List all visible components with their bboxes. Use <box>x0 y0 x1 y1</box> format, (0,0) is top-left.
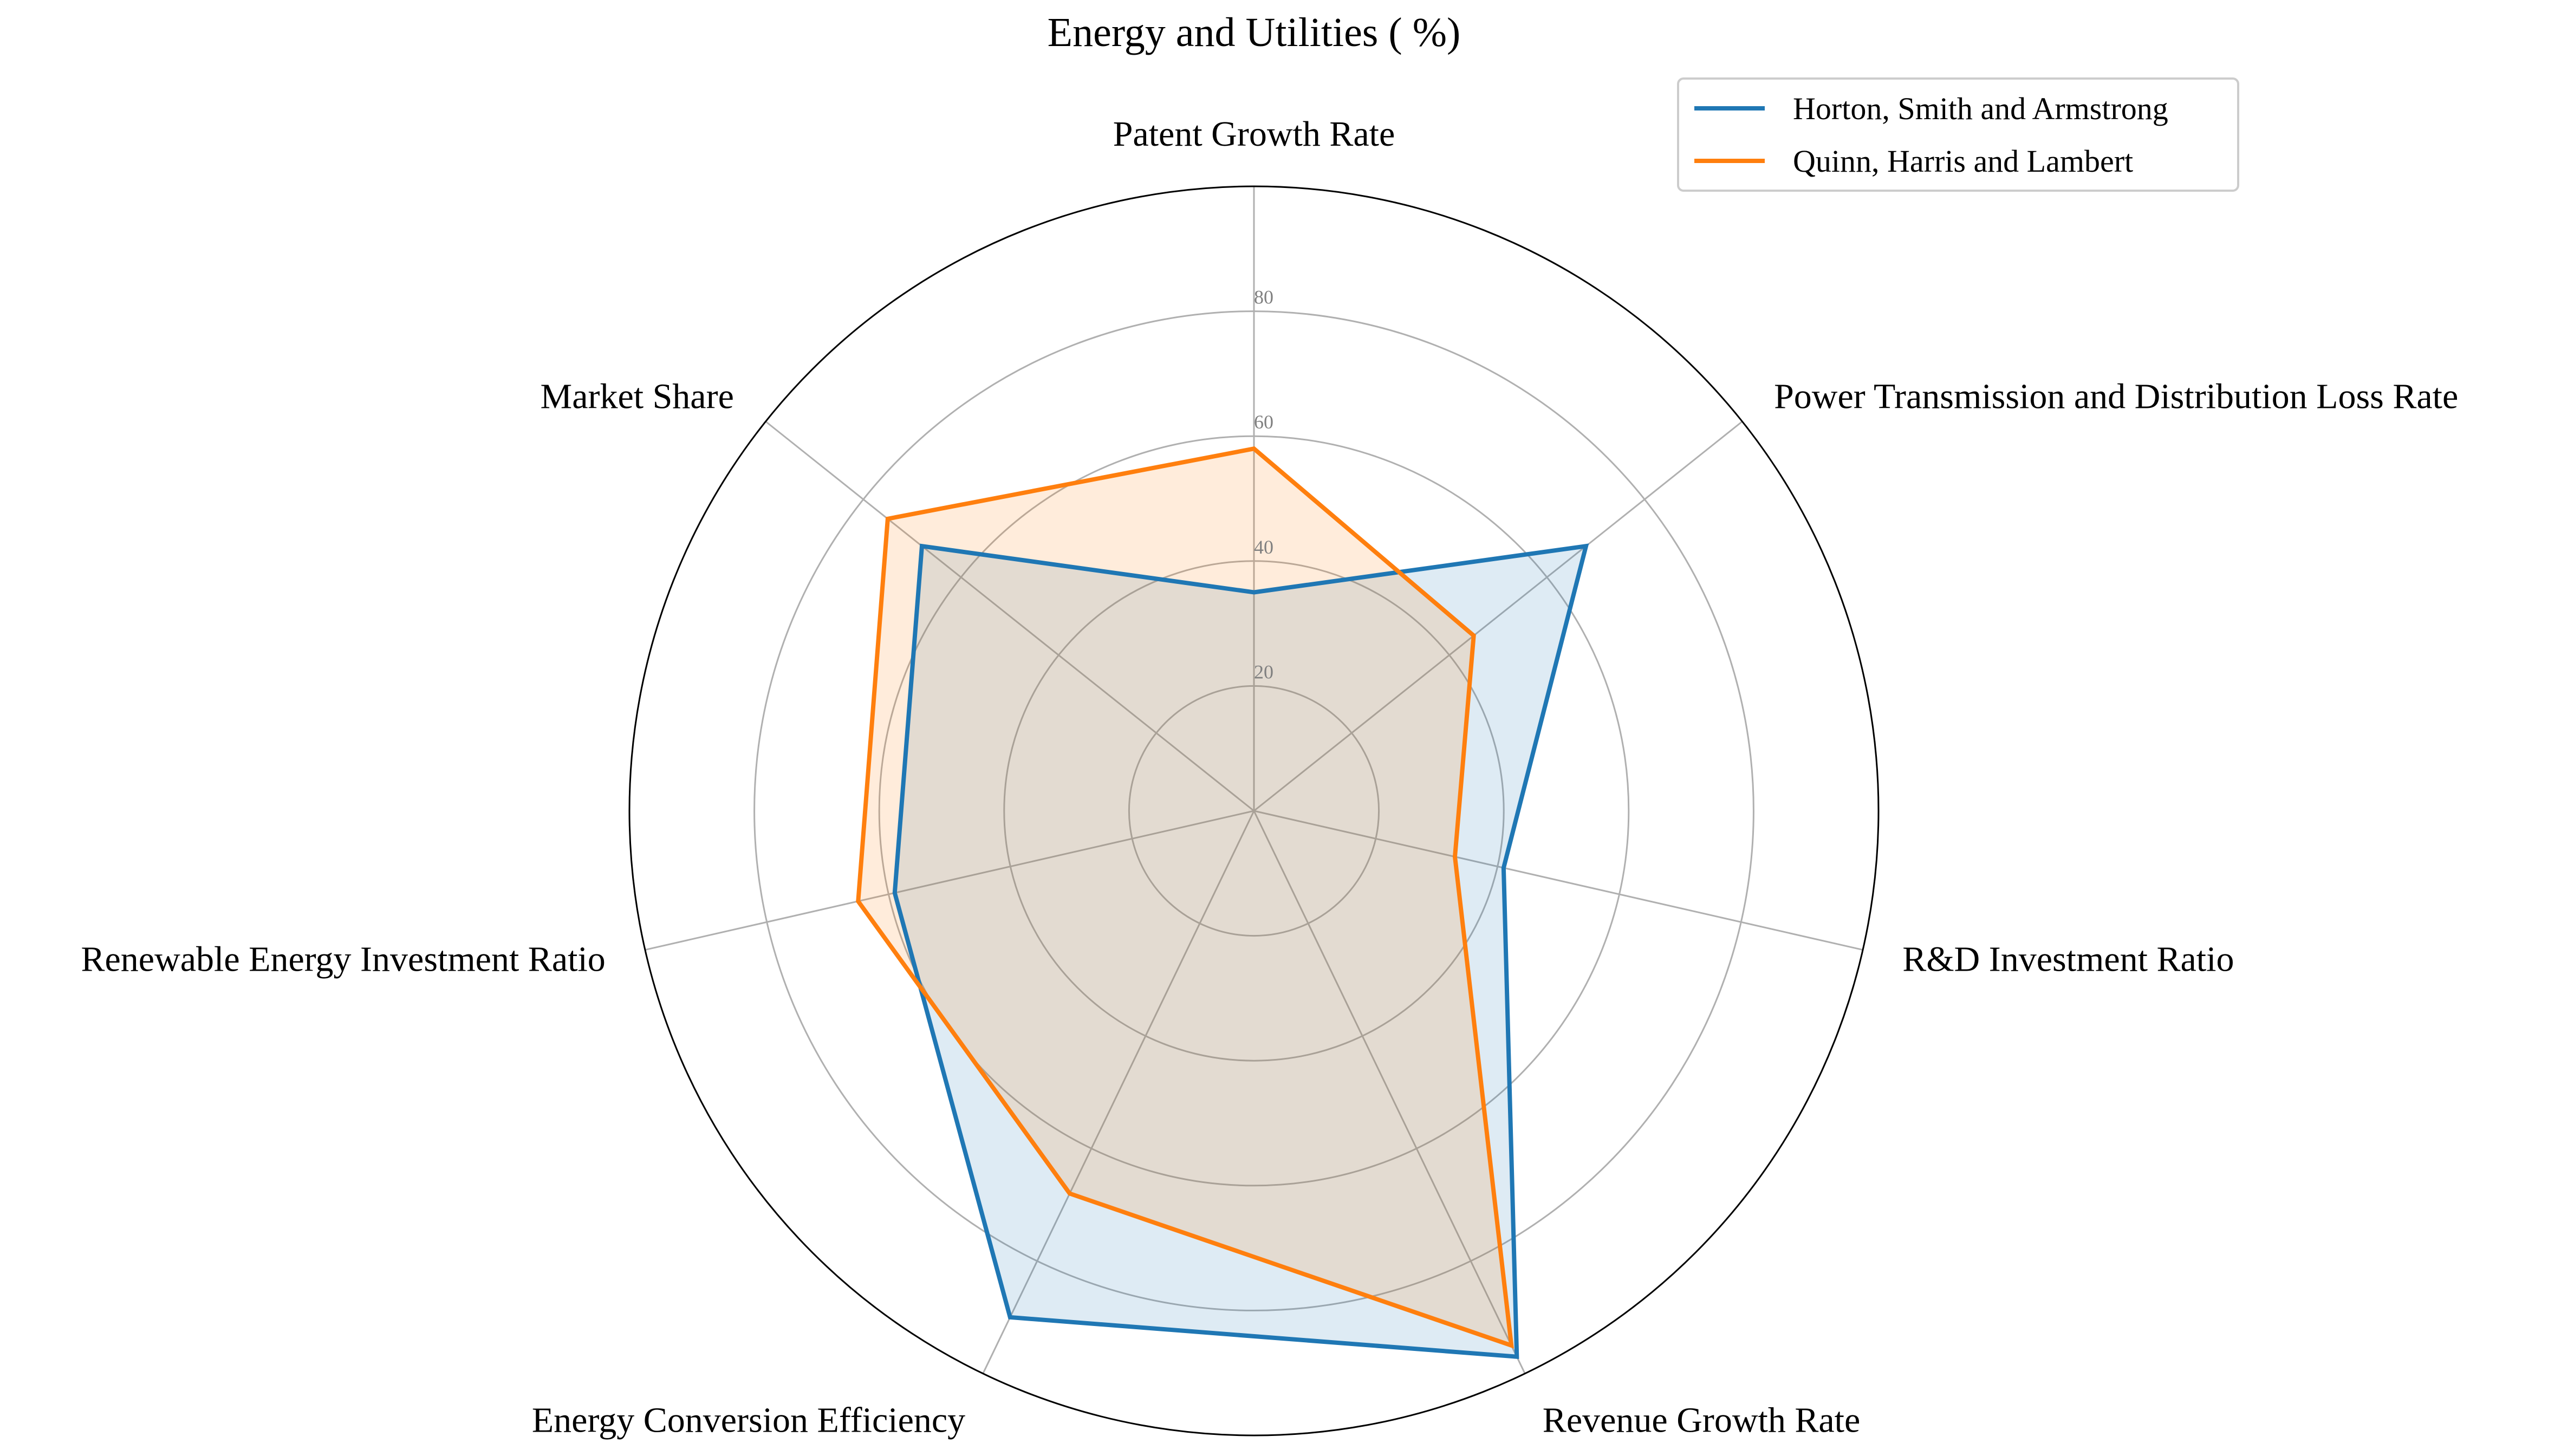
tick-label-layer: 20 40 60 80 <box>1254 287 1273 683</box>
axis-spoke <box>765 420 1254 812</box>
tick-label: 60 <box>1254 411 1273 433</box>
axis-label: Revenue Growth Rate <box>1543 1400 1861 1440</box>
tick-label: 80 <box>1254 287 1273 308</box>
axis-label: R&D Investment Ratio <box>1902 939 2234 979</box>
axis-spoke <box>982 810 1255 1374</box>
series-layer <box>856 446 1589 1360</box>
legend-label: Quinn, Harris and Lambert <box>1793 144 2133 179</box>
axis-label: Power Transmission and Distribution Loss… <box>1774 376 2458 416</box>
chart-title: Energy and Utilities ( %) <box>1048 10 1461 55</box>
series-fill <box>858 448 1512 1346</box>
axis-spoke <box>1253 810 1526 1374</box>
legend-label: Horton, Smith and Armstrong <box>1793 91 2168 126</box>
legend: Horton, Smith and Armstrong Quinn, Harris… <box>1677 77 2239 192</box>
axis-label: Patent Growth Rate <box>1113 114 1395 154</box>
axis-label: Market Share <box>541 376 734 416</box>
axis-label-layer: Patent Growth Rate Power Transmission and… <box>81 114 2458 1440</box>
axis-label: Energy Conversion Efficiency <box>532 1400 965 1440</box>
tick-label: 20 <box>1254 661 1273 682</box>
legend-frame <box>1677 77 2239 192</box>
series-line <box>856 446 1514 1349</box>
series-line <box>892 543 1589 1360</box>
axis-spoke <box>1253 810 1863 951</box>
grid-layer <box>628 185 1880 1436</box>
outer-frame-circle <box>628 185 1880 1436</box>
axis-label: Renewable Energy Investment Ratio <box>81 939 605 979</box>
tick-label: 40 <box>1254 536 1273 558</box>
series-fill <box>894 546 1586 1357</box>
axis-spoke <box>645 810 1254 951</box>
axis-spoke <box>1253 420 1743 812</box>
